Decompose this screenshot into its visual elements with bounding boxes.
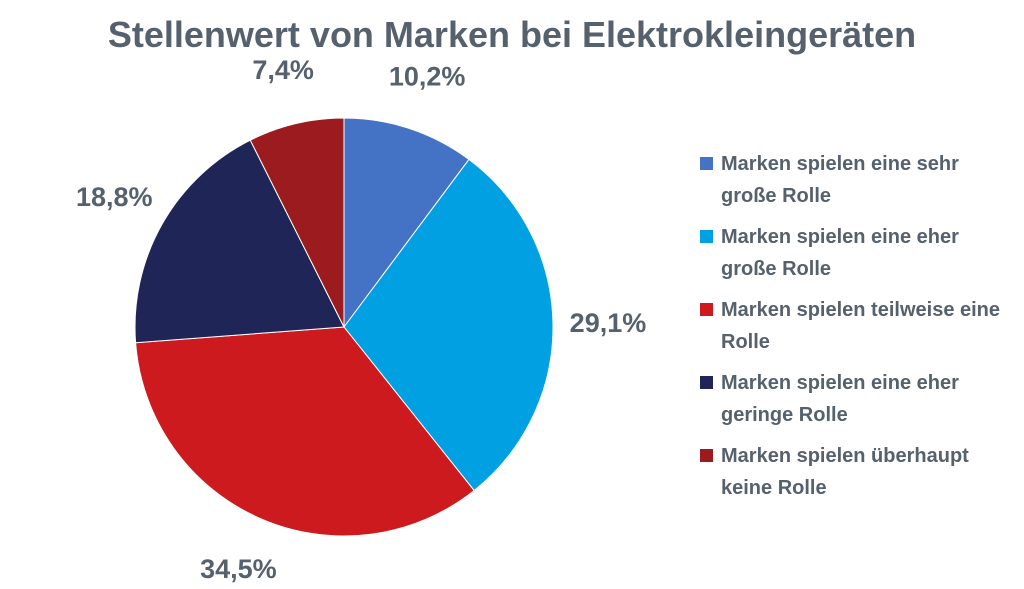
legend-swatch-5 [700, 449, 713, 462]
legend-item-5: Marken spielen überhaupt keine Rolle [700, 440, 1010, 513]
data-label-1: 10,2% [389, 61, 466, 91]
legend-label-1: Marken spielen eine sehr große Rolle [721, 153, 959, 207]
data-label-5: 7,4% [252, 55, 314, 85]
legend-label-3: Marken spielen teilweise eine Rolle [721, 299, 1001, 353]
legend-item-2: Marken spielen eine eher große Rolle [700, 221, 1010, 294]
legend-swatch-3 [700, 303, 713, 316]
pie-slice-3 [135, 326, 475, 537]
legend-item-1: Marken spielen eine sehr große Rolle [700, 148, 1010, 221]
pie-slice-1 [343, 117, 470, 329]
legend-label-5: Marken spielen überhaupt keine Rolle [721, 445, 969, 499]
pie-slice-2 [343, 158, 554, 492]
legend-label-4: Marken spielen eine eher geringe Rolle [721, 372, 959, 426]
legend-item-4: Marken spielen eine eher geringe Rolle [700, 367, 1010, 440]
data-label-3: 34,5% [200, 554, 277, 584]
legend-swatch-2 [700, 230, 713, 243]
legend-swatch-4 [700, 376, 713, 389]
data-label-2: 29,1% [570, 308, 647, 338]
pie-slice-5 [249, 117, 345, 328]
legend: Marken spielen eine sehr große Rolle Mark… [700, 148, 1010, 513]
chart-title: Stellenwert von Marken bei Elektrokleing… [107, 14, 917, 55]
legend-item-3: Marken spielen teilweise eine Rolle [700, 294, 1010, 367]
legend-swatch-1 [700, 157, 713, 170]
pie-slice-4 [134, 139, 345, 344]
data-label-4: 18,8% [76, 182, 153, 212]
legend-label-2: Marken spielen eine eher große Rolle [721, 226, 959, 280]
